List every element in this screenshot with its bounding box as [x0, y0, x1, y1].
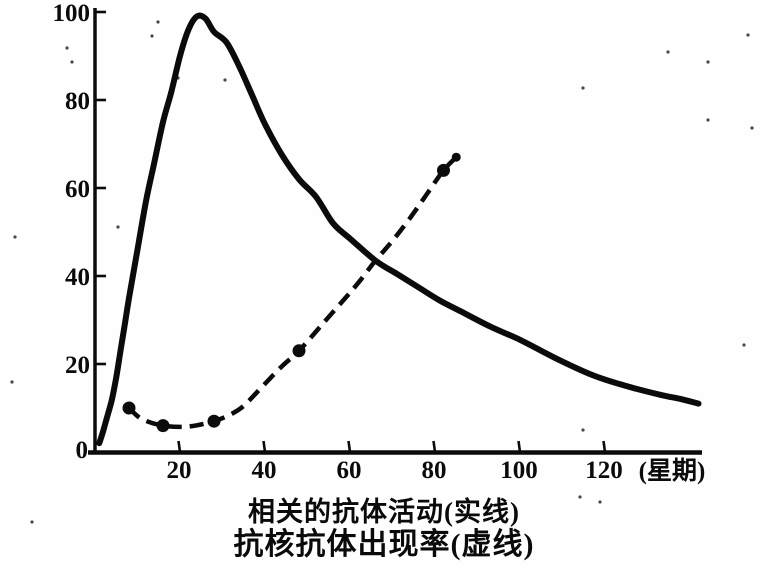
x-tick	[177, 440, 182, 453]
y-tick-label: 100	[53, 0, 91, 27]
scan-speck	[581, 428, 585, 432]
x-tick-label: 80	[422, 457, 447, 484]
scan-speck	[742, 343, 746, 347]
y-tick-label: 0	[76, 437, 89, 464]
scan-speck	[13, 235, 17, 239]
x-tick-label: 120	[585, 457, 623, 484]
y-tick-label: 60	[65, 176, 90, 203]
scan-speck	[706, 118, 710, 122]
x-tick	[432, 440, 437, 453]
data-point-marker	[207, 414, 221, 428]
scan-speck	[746, 33, 750, 37]
x-tick-label: 40	[252, 457, 277, 484]
dashed-curve	[127, 155, 458, 430]
scan-speck	[156, 20, 160, 24]
data-point-marker	[122, 401, 136, 415]
data-point-marker	[292, 344, 306, 358]
data-point-marker	[156, 419, 170, 433]
y-tick-label: 80	[65, 88, 90, 115]
dashed-end-tip-marker	[451, 152, 461, 162]
x-tick-label: 60	[337, 457, 362, 484]
scan-speck	[581, 86, 585, 90]
caption-solid-series-label: 相关的抗体活动(实线)	[248, 497, 520, 527]
scan-speck	[666, 50, 670, 54]
scan-speck	[150, 34, 154, 38]
x-tick-label: 20	[167, 457, 192, 484]
x-tick	[602, 440, 607, 453]
scan-speck	[598, 500, 602, 504]
y-tick-label: 20	[65, 352, 90, 379]
scan-speck	[30, 520, 34, 524]
x-axis-unit-label: (星期)	[639, 457, 706, 485]
x-tick-label: 100	[500, 457, 538, 484]
x-tick	[262, 440, 267, 453]
scan-speck	[706, 60, 710, 64]
y-tick-label: 40	[65, 264, 90, 291]
scan-speck	[65, 46, 69, 50]
scan-speck	[176, 76, 180, 80]
solid-curve	[96, 12, 702, 447]
data-point-marker	[437, 163, 450, 177]
caption-dashed-series-label: 抗核抗体出现率(虚线)	[233, 528, 535, 561]
scan-speck	[223, 78, 227, 82]
scan-speck	[116, 225, 120, 229]
chart-caption: 相关的抗体活动(实线) 抗核抗体出现率(虚线)	[0, 496, 760, 562]
x-tick	[347, 440, 352, 453]
scan-speck	[10, 380, 14, 384]
x-tick	[517, 440, 522, 453]
scan-speck	[578, 495, 582, 499]
scan-speck	[750, 126, 754, 130]
scan-speck	[70, 60, 74, 64]
